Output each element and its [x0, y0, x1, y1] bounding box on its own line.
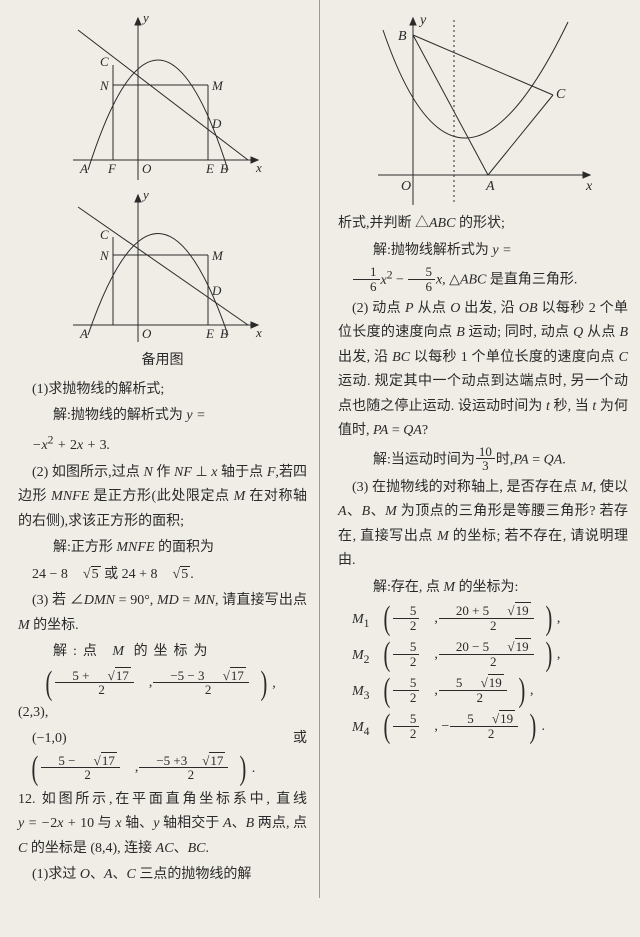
svg-text:y: y [418, 13, 427, 28]
q3-answer-r1: 5 + 172,−5 − 3 172, (2,3), [18, 667, 307, 726]
svg-text:O: O [142, 161, 152, 176]
q3r-m1: M152,20 + 5 192, [338, 602, 628, 636]
p12-cont: 析式,并判断 △ABC 的形状; [338, 212, 628, 237]
figure-2-parabola-backup: x y A O EB CN M D [58, 187, 268, 347]
q3r-text: (3) 在抛物线的对称轴上, 是否存在点 M, 使以 A、B、M 为顶点的三角形… [338, 476, 628, 574]
figure-2-caption: 备用图 [18, 349, 307, 374]
left-column: xy AFO EB CN MD xy AO EB CN MD 备用图 (1)求抛… [0, 0, 320, 898]
q3r-m2: M252,20 − 5 192, [338, 638, 628, 672]
two-column-layout: xy AFO EB CN MD xy AO EB CN MD 备用图 (1)求抛… [0, 0, 640, 898]
svg-text:O: O [142, 326, 152, 341]
svg-text:C: C [100, 227, 109, 242]
svg-text:B: B [398, 29, 407, 44]
p12-stem: 12. 如图所示,在平面直角坐标系中, 直线 y = −2x + 10 与 x … [18, 788, 307, 862]
p12-number: 12. [18, 792, 36, 807]
q1-answer-line2: −x2 + 2x + 3. [18, 431, 307, 459]
svg-text:A: A [79, 326, 88, 341]
p12-answer-lead: 解:抛物线解析式为 y = [338, 239, 628, 264]
svg-text:O: O [401, 179, 411, 194]
svg-text:F: F [107, 161, 117, 176]
right-column: xy OA BC 析式,并判断 △ABC 的形状; 解:抛物线解析式为 y = … [320, 0, 640, 898]
q2r-answer: 解:当运动时间为103时,PA = QA. [338, 446, 628, 474]
svg-text:x: x [255, 325, 262, 340]
svg-text:C: C [100, 54, 109, 69]
svg-text:M: M [211, 78, 224, 93]
svg-text:E: E [205, 161, 214, 176]
q3r-answer-lead: 解:存在, 点 M 的坐标为: [338, 576, 628, 601]
svg-text:B: B [220, 326, 228, 341]
svg-text:y: y [141, 10, 149, 25]
q3-answer-lead: 解:点 M 的坐标为 [18, 640, 307, 665]
svg-text:D: D [211, 283, 222, 298]
q3-text: (3) 若 ∠DMN = 90°, MD = MN, 请直接写出点 M 的坐标. [18, 589, 307, 638]
svg-text:N: N [99, 248, 110, 263]
q3r-m3: M352,5 192, [338, 674, 628, 708]
q2-text: (2) 如图所示,过点 N 作 NF ⊥ x 轴于点 F,若四边形 MNFE 是… [18, 461, 307, 535]
page: xy AFO EB CN MD xy AO EB CN MD 备用图 (1)求抛… [0, 0, 640, 898]
figure-3-parabola-up: x y O A B C [368, 10, 598, 210]
svg-text:A: A [79, 161, 88, 176]
q3r-m4: M452, −5 192. [338, 710, 628, 744]
q1-answer: 解:抛物线的解析式为 y = [18, 404, 307, 429]
svg-text:x: x [585, 179, 593, 194]
svg-text:M: M [211, 248, 224, 263]
svg-text:C: C [556, 87, 566, 102]
svg-text:E: E [205, 326, 214, 341]
svg-text:x: x [255, 160, 262, 175]
p12-answer-math: 16x2 − 56x, △ABC 是直角三角形. [338, 265, 628, 295]
figure-1-parabola: x y A F O EB CN M D [58, 10, 268, 185]
q3-answer-r2: (−1,0)或5 − 172,−5 +3172. [18, 727, 307, 786]
q2r-text: (2) 动点 P 从点 O 出发, 沿 OB 以每秒 2 个单位长度的速度向点 … [338, 297, 628, 444]
svg-text:B: B [220, 161, 228, 176]
q2-answer-lead: 解:正方形 MNFE 的面积为 [18, 536, 307, 561]
svg-text:N: N [99, 78, 110, 93]
svg-text:D: D [211, 116, 222, 131]
svg-text:y: y [141, 187, 149, 202]
svg-text:A: A [485, 179, 495, 194]
q2-answer-math: 24 − 85 或 24 + 85. [18, 563, 307, 588]
p12-sub1: (1)求过 O、A、C 三点的抛物线的解 [18, 863, 307, 888]
q1-text: (1)求抛物线的解析式; [18, 378, 307, 403]
